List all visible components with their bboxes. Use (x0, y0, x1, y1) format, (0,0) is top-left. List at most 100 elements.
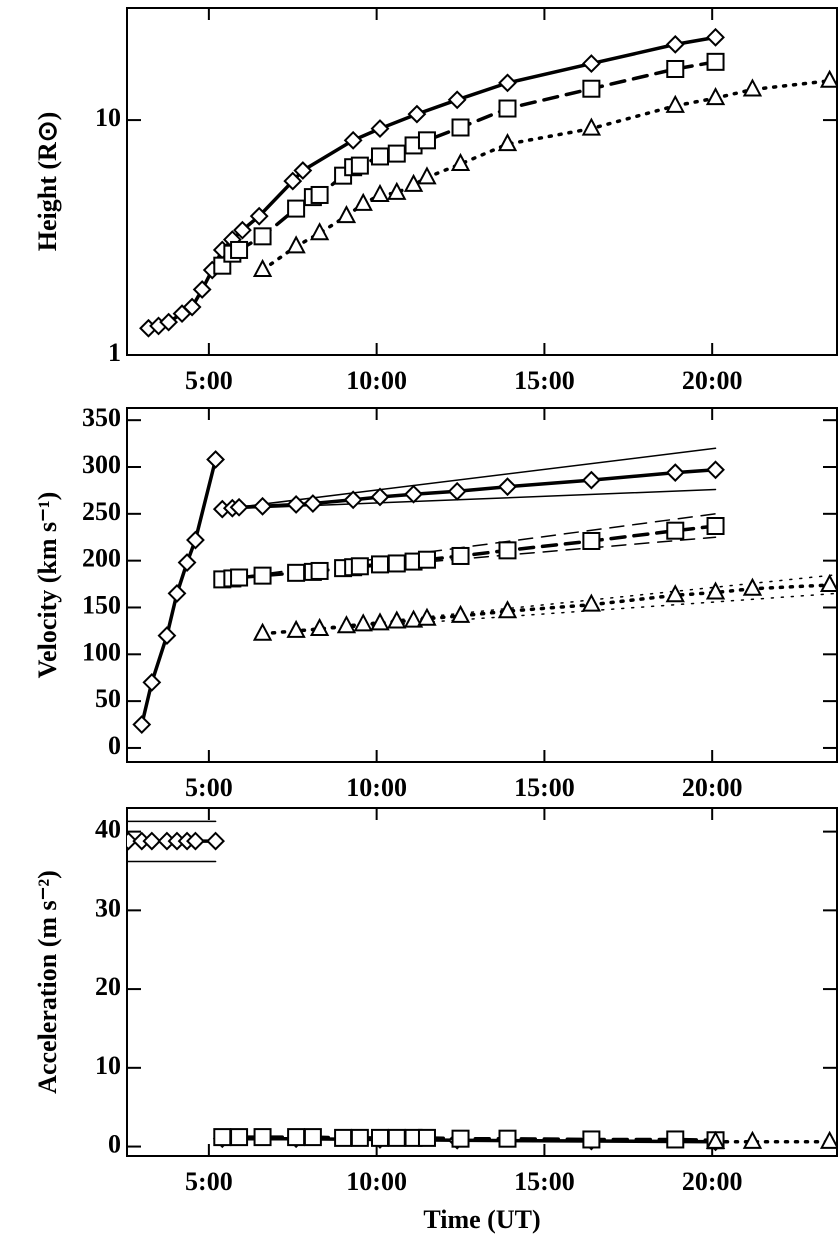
fit-line (221, 488, 717, 510)
square-marker (334, 1128, 353, 1147)
diamond-marker (283, 171, 303, 191)
triangle-marker (450, 604, 471, 623)
plot-frame (126, 7, 838, 356)
square-marker (350, 557, 369, 576)
square-marker (370, 1128, 389, 1147)
triangle-marker (387, 610, 407, 629)
diamond-marker (447, 90, 467, 110)
triangle-marker (387, 181, 407, 200)
y-axis-title: Velocity (km s⁻¹) (33, 492, 62, 679)
square-marker (582, 79, 601, 98)
triangle-marker (450, 152, 471, 172)
diamond-marker (303, 494, 323, 513)
plot-frame (126, 807, 838, 1157)
triangle-marker (403, 609, 424, 628)
fit-line (221, 447, 717, 510)
diamond-marker (407, 104, 427, 124)
square-marker (287, 1128, 306, 1147)
triangle-marker (403, 173, 424, 192)
x-tick-label: 15:00 (514, 773, 575, 802)
diamond-marker (167, 584, 187, 603)
triangle-marker (309, 222, 330, 241)
plot-area (132, 447, 837, 734)
square-marker (451, 1129, 470, 1148)
triangle-marker (353, 192, 373, 211)
triangle-marker (819, 1130, 837, 1149)
fit-line (261, 573, 837, 635)
diamond-marker (253, 496, 272, 516)
triangle-marker (309, 617, 330, 637)
triangle-marker (819, 69, 837, 88)
plot-area (127, 820, 837, 1152)
triangle-marker (252, 622, 273, 641)
y-tick-label: 10 (95, 103, 121, 132)
diamond-marker (293, 161, 313, 180)
diamond-marker (706, 460, 725, 480)
square-marker (387, 1128, 406, 1147)
square-marker (253, 566, 272, 585)
y-tick-label: 150 (82, 590, 121, 619)
diamond-marker (404, 484, 423, 504)
x-tick-label: 10:00 (346, 773, 407, 802)
diamond-marker (581, 470, 601, 490)
diamond-marker (233, 220, 252, 240)
diamond-marker (206, 450, 225, 469)
x-tick-label: 20:00 (682, 1167, 743, 1196)
y-tick-label: 30 (95, 893, 121, 922)
square-marker (706, 52, 725, 71)
diamond-marker (192, 280, 212, 299)
triangle-marker (417, 607, 437, 626)
x-tick-label: 10:00 (346, 1167, 407, 1196)
square-marker (498, 1129, 517, 1148)
y-tick-label: 40 (95, 815, 121, 844)
square-marker (287, 563, 306, 582)
diamond-marker (142, 831, 162, 851)
square-marker (253, 227, 272, 246)
diamond-marker (157, 626, 177, 645)
square-marker (310, 185, 329, 204)
diamond-marker (186, 831, 205, 851)
square-marker (230, 240, 249, 259)
triangle-marker (742, 577, 763, 596)
diamond-marker (159, 312, 179, 332)
triangle-marker (705, 581, 726, 600)
y-tick-label: 350 (82, 403, 121, 432)
x-tick-label: 5:00 (185, 773, 233, 802)
square-marker (582, 531, 601, 550)
triangle-marker (581, 117, 602, 136)
y-tick-label: 200 (82, 544, 121, 573)
x-tick-label: 5:00 (185, 1167, 233, 1196)
square-marker (417, 131, 436, 150)
diamond-marker (182, 297, 202, 317)
y-tick-label: 0 (108, 1130, 121, 1159)
y-tick-label: 1 (108, 338, 121, 367)
diamond-marker (706, 27, 725, 47)
square-marker (498, 99, 517, 118)
diamond-marker (249, 206, 269, 226)
y-tick-label: 20 (95, 972, 121, 1001)
diamond-marker (186, 530, 205, 550)
y-tick-label: 250 (82, 497, 121, 526)
y-tick-label: 100 (82, 637, 121, 666)
panel: 5:00 10:00 15:00 20:00 1 10 Height (R⊙) (33, 7, 838, 395)
diamond-marker (447, 481, 467, 501)
triangle-marker (252, 258, 273, 278)
square-marker (213, 1128, 232, 1147)
triangle-marker (665, 584, 685, 603)
triangle-marker (286, 619, 306, 638)
triangle-marker (336, 615, 357, 634)
square-marker (287, 199, 306, 218)
square-marker (230, 568, 249, 587)
x-tick-label: 15:00 (514, 366, 575, 395)
fit-line (261, 592, 837, 635)
diamond-marker (343, 130, 363, 150)
diamond-marker (206, 831, 225, 851)
square-marker (451, 118, 470, 137)
triangle-marker (417, 166, 437, 185)
diamond-marker (370, 487, 390, 507)
triangle-marker (705, 87, 726, 106)
diamond-marker (132, 715, 152, 734)
x-tick-label: 20:00 (682, 366, 743, 395)
diamond-marker (286, 495, 306, 514)
square-marker (370, 147, 389, 166)
